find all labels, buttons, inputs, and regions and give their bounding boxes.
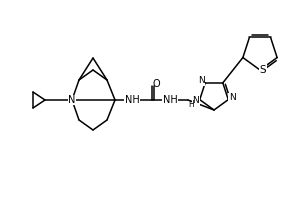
Text: H: H [188, 100, 194, 109]
Text: O: O [152, 79, 160, 89]
Text: N: N [198, 76, 205, 85]
Text: N: N [68, 95, 76, 105]
Text: NH: NH [124, 95, 140, 105]
Text: NH: NH [163, 95, 177, 105]
Text: N: N [229, 93, 236, 102]
Text: N: N [192, 96, 199, 105]
Text: S: S [260, 65, 266, 75]
